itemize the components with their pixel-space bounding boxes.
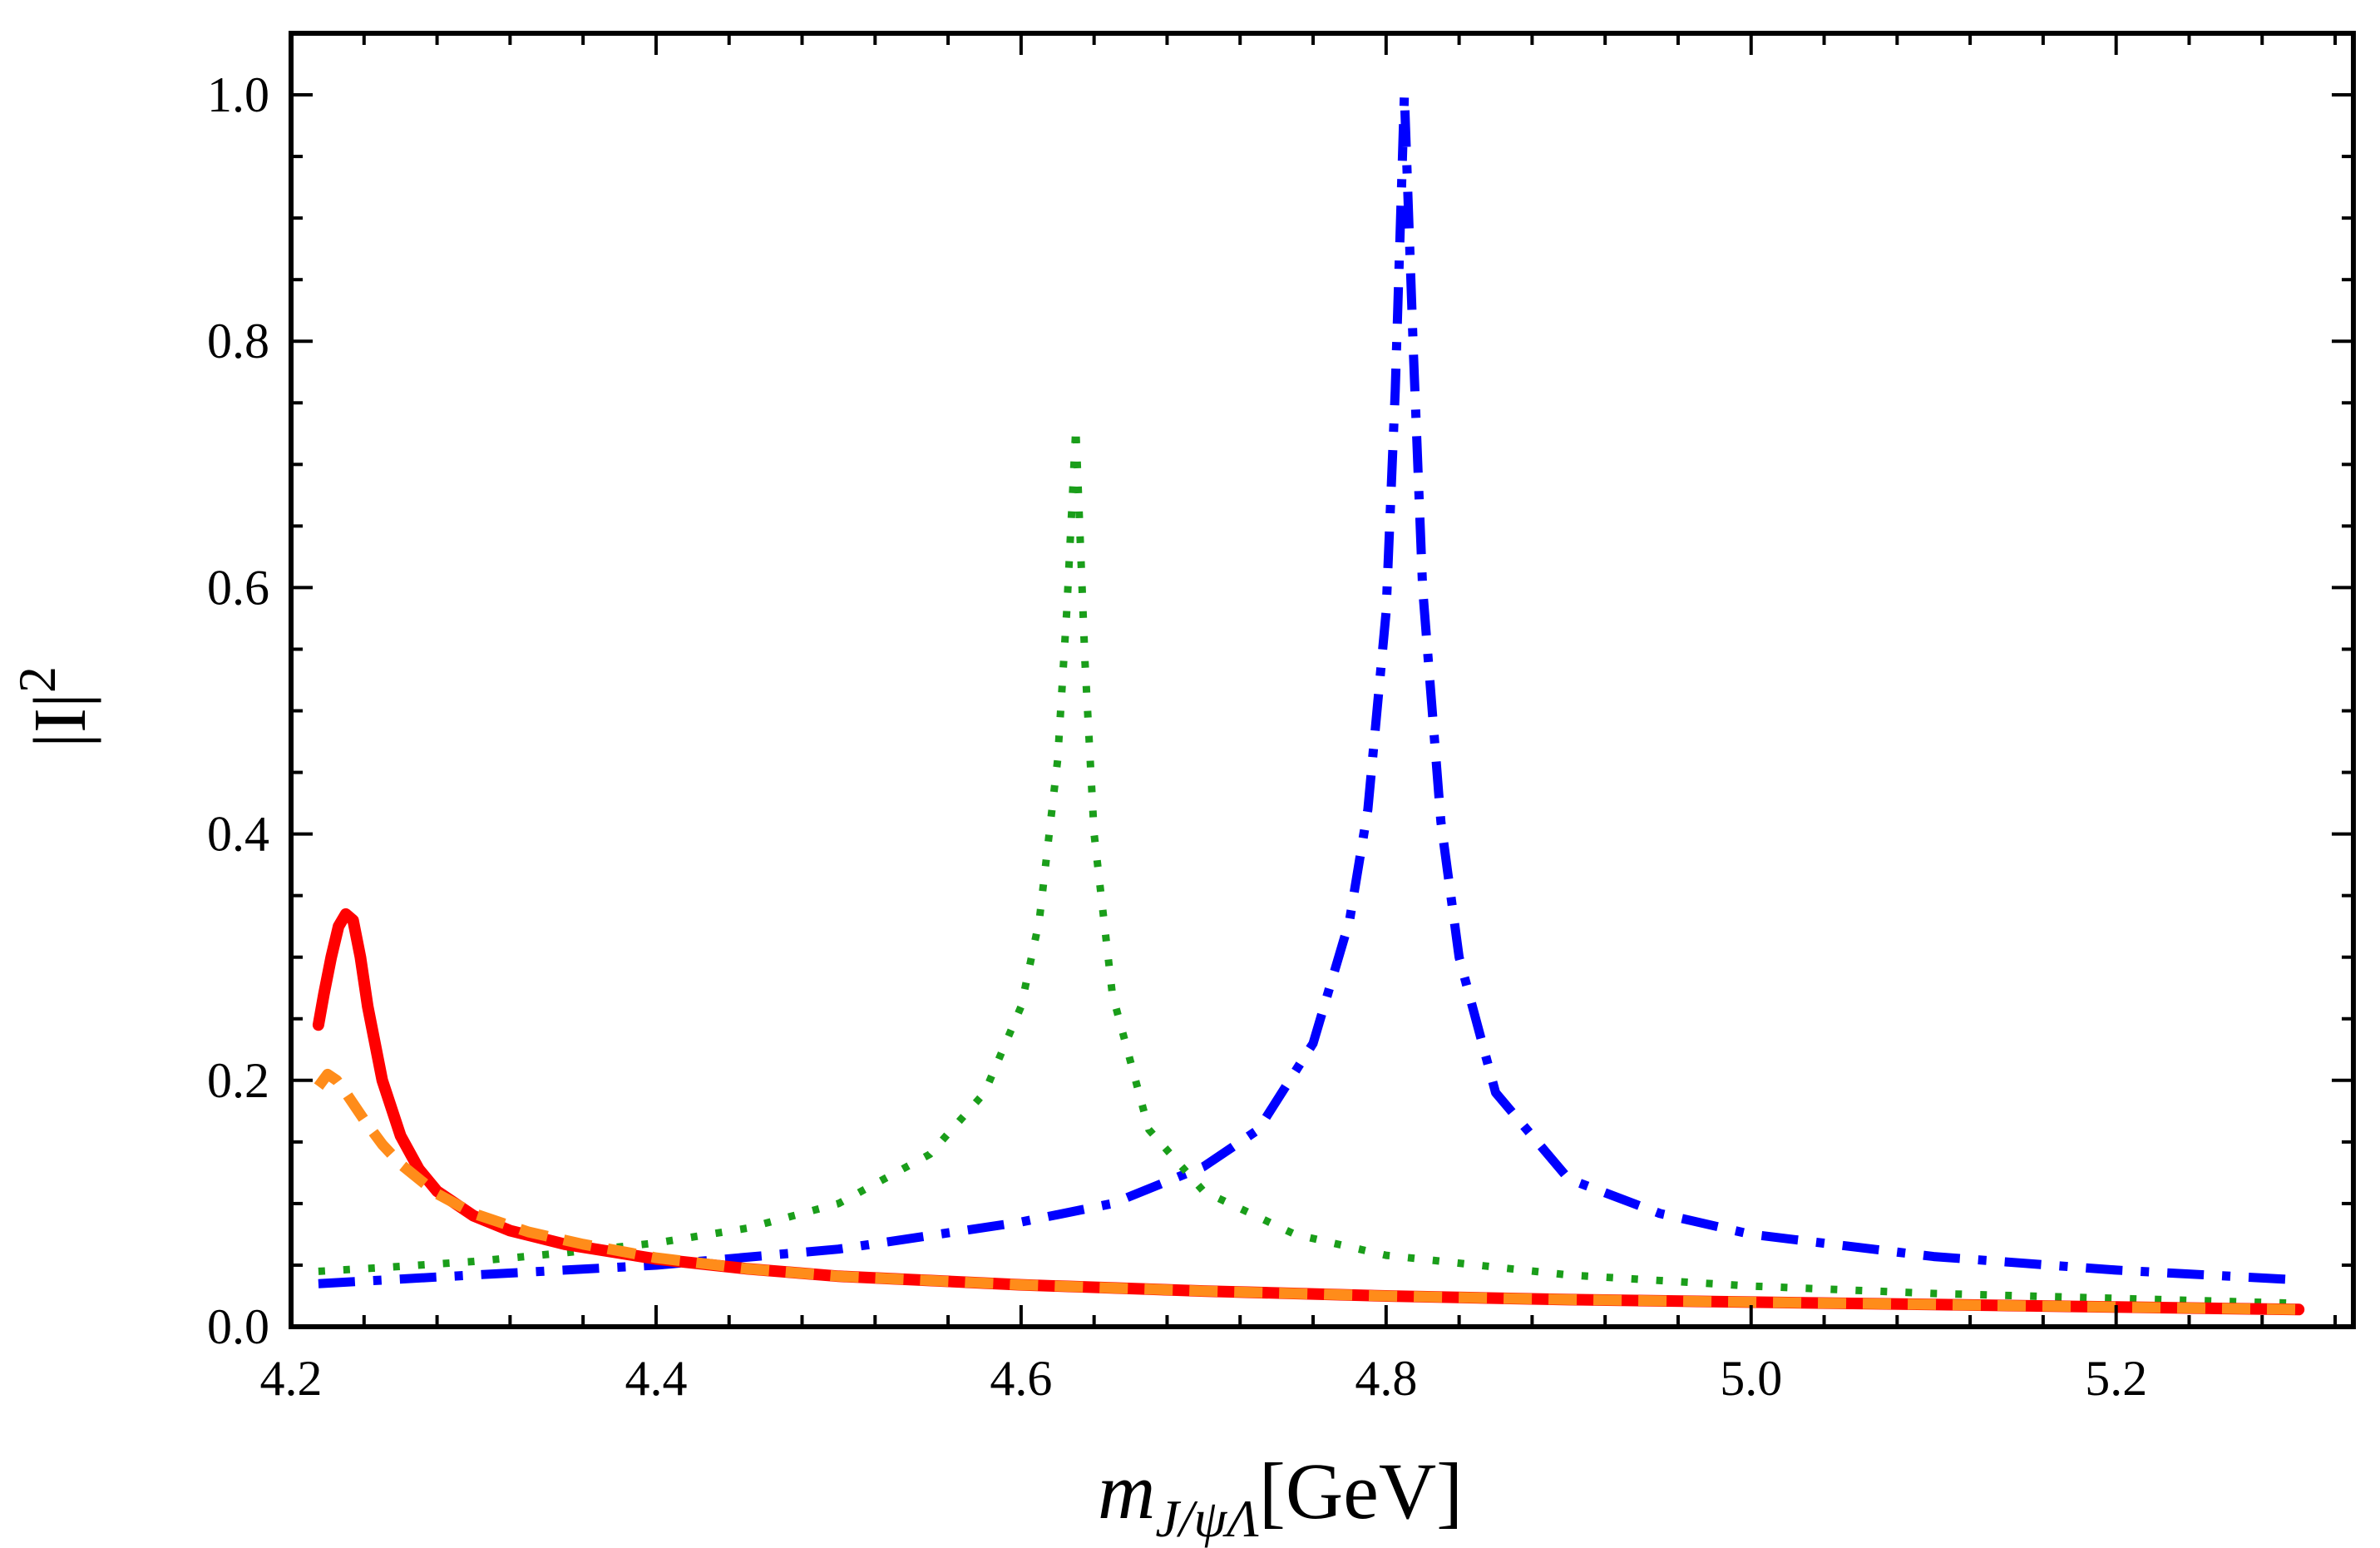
y-tick-label: 1.0 [207, 67, 269, 122]
y-axis-title-superscript: 2 [7, 666, 67, 693]
x-tick-label: 5.0 [1720, 1351, 1782, 1406]
x-tick-label: 4.6 [990, 1351, 1052, 1406]
y-tick-label: 0.8 [207, 314, 269, 368]
series-dotted-green [318, 423, 2299, 1308]
y-tick-label: 0.6 [207, 560, 269, 615]
y-tick-label: 0.0 [207, 1299, 269, 1354]
x-tick-label: 4.8 [1355, 1351, 1417, 1406]
series-dashed-orange [314, 1068, 2299, 1315]
y-axis-title-base: |I| [19, 693, 101, 748]
x-tick-label: 4.2 [260, 1351, 323, 1406]
x-axis-title: mJ/ψΛ[GeV] [1098, 1447, 1463, 1548]
y-tick-label: 0.2 [207, 1053, 269, 1108]
y-tick-label: 0.4 [207, 807, 269, 862]
x-tick-label: 4.4 [625, 1351, 687, 1406]
y-axis-title: |I|2 [7, 666, 101, 748]
ticks-layer [289, 32, 2353, 1328]
x-axis-title-unit: [GeV] [1259, 1447, 1463, 1536]
labels-layer: 4.2 4.4 4.6 4.8 5.0 5.2 0.0 0.2 0.4 0.6 0.8 1.0 [207, 67, 2147, 1406]
series-layer [312, 90, 2305, 1316]
series-dash-dot-blue [318, 90, 2299, 1288]
x-tick-label: 5.2 [2085, 1351, 2147, 1406]
plot-frame [289, 31, 2356, 1329]
x-axis-title-subscript: J/ψΛ [1155, 1489, 1259, 1548]
x-axis-title-main: m [1098, 1447, 1155, 1536]
